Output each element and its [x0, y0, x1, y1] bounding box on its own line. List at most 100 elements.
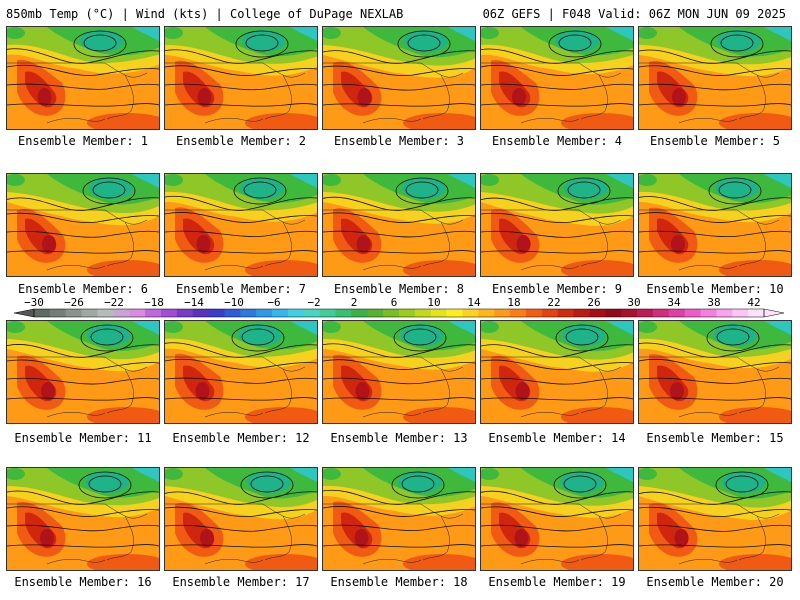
colorbar-tick-label: 18: [507, 296, 521, 309]
colorbar-tick-label: 2: [350, 296, 358, 309]
colorbar-tick-label: 42: [747, 296, 761, 309]
colorbar-left-arrow: [13, 308, 35, 318]
temperature-map: [7, 321, 159, 423]
ensemble-map-panel: [164, 173, 318, 277]
ensemble-map-panel: [6, 173, 160, 277]
temperature-map: [323, 27, 475, 129]
colorbar-swatch: [399, 309, 416, 317]
header-title: 850mb Temp (°C) | Wind (kts) | College o…: [6, 7, 404, 21]
colorbar-swatch: [637, 309, 654, 317]
colorbar-tick-label: −6: [267, 296, 281, 309]
ensemble-member-label: Ensemble Member: 16: [14, 575, 152, 589]
ensemble-map-panel: [322, 467, 476, 571]
colorbar: −30 −26 −22 −18 −14 −10 −6 −2 2 6 10 14 18 22 26 30 34 38…: [0, 296, 800, 320]
header-valid-time: 06Z GEFS | F048 Valid: 06Z MON JUN 09 20…: [482, 7, 786, 21]
colorbar-swatch: [684, 309, 702, 317]
colorbar-swatch: [732, 309, 749, 317]
ensemble-member-label: Ensemble Member: 12: [172, 431, 310, 445]
colorbar-tick-label: −10: [224, 296, 244, 309]
colorbar-tick-label: −30: [24, 296, 44, 309]
colorbar-tick-label: −2: [307, 296, 321, 309]
temperature-map: [481, 321, 633, 423]
ensemble-map-panel: [6, 26, 160, 130]
colorbar-swatch: [748, 309, 765, 317]
colorbar-swatch: [525, 309, 543, 317]
temperature-map: [639, 321, 791, 423]
colorbar-swatch: [700, 309, 717, 317]
colorbar-swatch: [113, 309, 130, 317]
temperature-map: [481, 27, 633, 129]
temperature-map: [639, 27, 791, 129]
colorbar-swatch: [303, 309, 321, 317]
ensemble-map-panel: [322, 26, 476, 130]
temperature-map: [323, 321, 475, 423]
colorbar-swatch: [319, 309, 337, 317]
temperature-map: [165, 468, 317, 570]
colorbar-swatch: [383, 309, 400, 317]
ensemble-map-panel: [480, 467, 634, 571]
colorbar-tick-label: 38: [707, 296, 721, 309]
colorbar-scale: [13, 308, 785, 318]
ensemble-member-label: Ensemble Member: 1: [17, 134, 149, 148]
colorbar-tick-label: −26: [64, 296, 84, 309]
colorbar-tick-label: 34: [667, 296, 681, 309]
ensemble-member-label: Ensemble Member: 18: [330, 575, 468, 589]
colorbar-swatch: [541, 309, 559, 317]
colorbar-swatch: [573, 309, 590, 317]
ensemble-member-label: Ensemble Member: 5: [649, 134, 781, 148]
ensemble-member-label: Ensemble Member: 17: [172, 575, 310, 589]
temperature-map: [7, 174, 159, 276]
colorbar-tick-label: −14: [184, 296, 204, 309]
ensemble-member-label: Ensemble Member: 7: [175, 282, 307, 296]
colorbar-swatch: [256, 309, 273, 317]
ensemble-map-panel: [6, 467, 160, 571]
colorbar-swatch: [510, 309, 527, 317]
colorbar-right-arrow: [763, 308, 785, 318]
ensemble-member-label: Ensemble Member: 19: [488, 575, 626, 589]
ensemble-member-label: Ensemble Member: 3: [333, 134, 465, 148]
colorbar-swatch: [557, 309, 575, 317]
temperature-map: [639, 468, 791, 570]
temperature-map: [7, 27, 159, 129]
colorbar-tick-label: 26: [587, 296, 601, 309]
ensemble-map-panel: [638, 173, 792, 277]
colorbar-tick-label: 10: [427, 296, 441, 309]
colorbar-swatch: [176, 309, 194, 317]
ensemble-member-label: Ensemble Member: 20: [646, 575, 784, 589]
ensemble-member-label: Ensemble Member: 9: [491, 282, 623, 296]
colorbar-tick-label: −18: [144, 296, 164, 309]
temperature-map: [639, 174, 791, 276]
ensemble-map-panel: [638, 467, 792, 571]
ensemble-member-label: Ensemble Member: 13: [330, 431, 468, 445]
colorbar-swatch: [160, 309, 178, 317]
ensemble-map-panel: [322, 320, 476, 424]
ensemble-map-panel: [480, 173, 634, 277]
colorbar-swatch: [605, 309, 622, 317]
temperature-map: [323, 174, 475, 276]
colorbar-swatch: [208, 309, 225, 317]
colorbar-swatch: [716, 309, 733, 317]
colorbar-swatch: [49, 309, 67, 317]
colorbar-swatch: [478, 309, 495, 317]
colorbar-swatch: [668, 309, 686, 317]
colorbar-swatch: [240, 309, 257, 317]
ensemble-member-label: Ensemble Member: 6: [17, 282, 149, 296]
colorbar-swatch: [81, 309, 98, 317]
temperature-map: [323, 468, 475, 570]
colorbar-tick-label: 6: [390, 296, 398, 309]
temperature-map: [481, 174, 633, 276]
ensemble-map-panel: [638, 320, 792, 424]
colorbar-swatch: [462, 309, 479, 317]
colorbar-tick-label: 14: [467, 296, 481, 309]
ensemble-member-label: Ensemble Member: 14: [488, 431, 626, 445]
ensemble-map-panel: [164, 467, 318, 571]
temperature-map: [165, 174, 317, 276]
ensemble-member-label: Ensemble Member: 8: [333, 282, 465, 296]
ensemble-map-panel: [638, 26, 792, 130]
colorbar-swatch: [145, 309, 162, 317]
ensemble-member-label: Ensemble Member: 4: [491, 134, 623, 148]
colorbar-swatch: [446, 309, 463, 317]
colorbar-swatch: [287, 309, 305, 317]
ensemble-map-panel: [164, 26, 318, 130]
ensemble-member-label: Ensemble Member: 15: [646, 431, 784, 445]
